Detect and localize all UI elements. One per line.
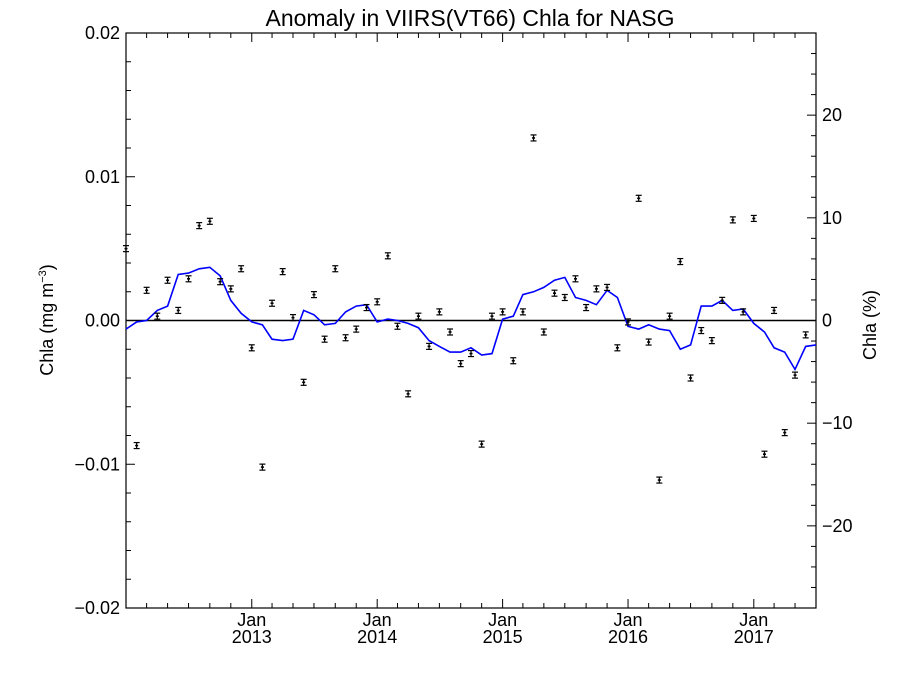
anomaly-point — [802, 331, 809, 339]
anomaly-point — [488, 312, 495, 320]
anomaly-point — [519, 308, 526, 316]
anomaly-point — [656, 476, 663, 484]
anomaly-point — [457, 360, 464, 368]
anomaly-point — [583, 303, 590, 312]
anomaly-point — [761, 450, 768, 458]
anomaly-point — [677, 257, 684, 266]
anomaly-point — [436, 308, 443, 316]
anomaly-point — [468, 349, 474, 358]
anomaly-point — [625, 318, 632, 326]
anomaly-point — [781, 429, 788, 437]
anomaly-point — [572, 275, 579, 283]
anomaly-point — [374, 298, 381, 306]
anomaly-point — [164, 276, 171, 284]
anomaly-point — [719, 296, 726, 304]
anomaly-point — [353, 325, 360, 333]
anomaly-point — [645, 338, 652, 346]
anomaly-point — [708, 337, 715, 345]
anomaly-point — [666, 312, 673, 320]
anomaly-point — [123, 245, 129, 253]
anomaly-point — [698, 326, 705, 335]
anomaly-point — [551, 289, 558, 297]
anomaly-point — [175, 306, 182, 315]
anomaly-point — [426, 342, 433, 350]
x-tick-label-month: Jan — [739, 610, 768, 630]
right-axis-label: Chla (%) — [860, 290, 880, 360]
anomaly-point — [279, 268, 286, 276]
anomaly-point — [290, 314, 297, 322]
anomaly-point — [740, 308, 747, 316]
anomaly-point — [238, 265, 245, 273]
anomaly-point — [332, 265, 339, 273]
anomaly-point — [185, 275, 192, 283]
x-tick-label-year: 2014 — [357, 627, 397, 647]
anomaly-point — [604, 283, 611, 292]
x-tick-label-year: 2016 — [608, 627, 648, 647]
x-tick-label-year: 2015 — [483, 627, 523, 647]
right-tick-label: 20 — [822, 105, 842, 125]
anomaly-point — [415, 312, 422, 320]
right-axis-ticks: −20 −10 0 10 20 — [807, 32, 853, 609]
anomaly-point — [154, 312, 161, 320]
anomaly-point — [687, 374, 694, 382]
anomaly-point — [363, 303, 370, 312]
anomaly-point — [771, 306, 778, 315]
anomaly-point — [540, 328, 547, 336]
right-tick-label: −10 — [822, 413, 853, 433]
left-axis-ticks: −0.02 −0.01 0.00 0.01 0.02 — [74, 23, 135, 618]
anomaly-point — [300, 378, 307, 386]
right-tick-label: 10 — [822, 208, 842, 228]
anomaly-point — [792, 371, 799, 379]
anomaly-point — [593, 285, 600, 293]
x-tick-label-month: Jan — [363, 610, 392, 630]
anomaly-point — [729, 216, 736, 224]
anomaly-point — [447, 328, 454, 336]
anomaly-point — [321, 335, 328, 343]
x-tick-label-year: 2017 — [734, 627, 774, 647]
anomaly-point — [530, 134, 537, 142]
anomaly-point — [259, 463, 266, 471]
anomaly-point — [635, 194, 642, 202]
left-tick-label: 0.02 — [85, 23, 120, 43]
anomaly-point — [269, 299, 276, 307]
anomaly-point — [143, 286, 150, 294]
anomaly-point — [227, 285, 234, 293]
anomaly-point — [478, 440, 485, 448]
anomaly-point — [133, 441, 140, 450]
left-tick-label: 0.00 — [85, 311, 120, 331]
chart-title: Anomaly in VIIRS(VT66) Chla for NASG — [265, 5, 674, 31]
anomaly-point — [405, 390, 412, 398]
x-tick-label-year: 2013 — [232, 627, 272, 647]
left-axis-label: Chla (mg m−3) — [37, 264, 57, 376]
anomaly-point — [217, 278, 224, 286]
anomaly-point — [342, 334, 349, 342]
x-tick-label-month: Jan — [488, 610, 517, 630]
anomaly-point — [394, 322, 401, 330]
anomaly-point — [499, 308, 506, 316]
anomaly-points-series — [123, 134, 809, 484]
anomaly-point — [750, 214, 757, 223]
anomaly-point — [310, 291, 317, 299]
anomaly-point — [248, 344, 255, 352]
x-tick-label-month: Jan — [614, 610, 643, 630]
anomaly-point — [196, 222, 203, 230]
anomaly-point — [206, 217, 213, 225]
anomaly-point — [614, 344, 621, 352]
x-tick-label-month: Jan — [237, 610, 266, 630]
right-tick-label: −20 — [822, 516, 853, 536]
anomaly-point — [561, 293, 568, 302]
left-tick-label: −0.01 — [74, 454, 120, 474]
right-tick-label: 0 — [822, 311, 832, 331]
model-line-series — [125, 266, 817, 372]
anomaly-point — [384, 252, 391, 260]
model-line — [125, 266, 817, 372]
left-tick-label: −0.02 — [74, 598, 120, 618]
left-tick-label: 0.01 — [85, 167, 120, 187]
anomaly-point — [510, 357, 517, 365]
